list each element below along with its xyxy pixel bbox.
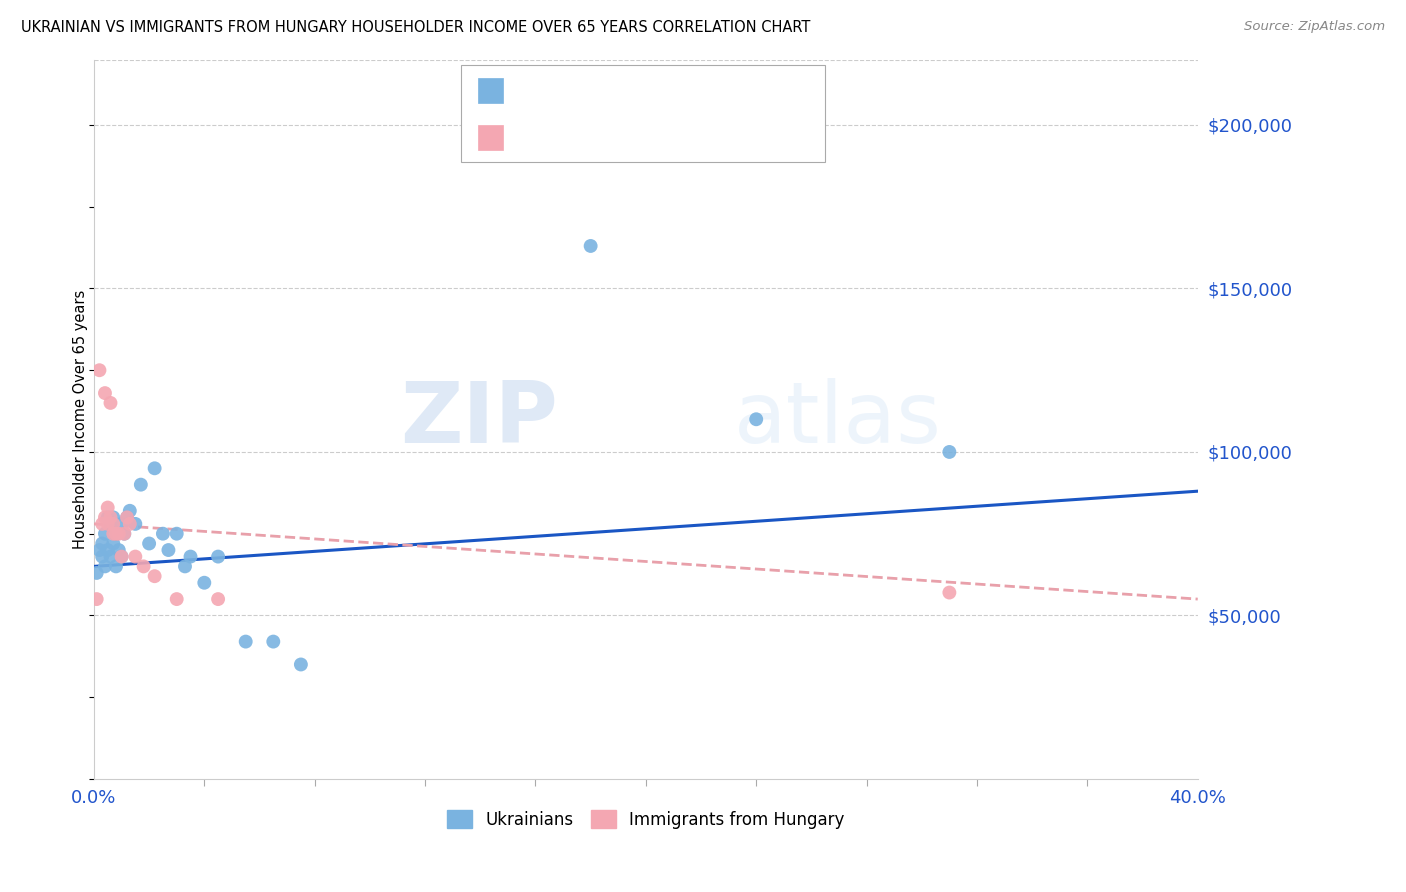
Point bbox=[105, 559, 128, 574]
Point bbox=[110, 549, 132, 564]
Point bbox=[166, 592, 188, 607]
Point bbox=[86, 566, 108, 580]
Point bbox=[115, 510, 138, 524]
Point bbox=[105, 526, 128, 541]
Text: atlas: atlas bbox=[734, 377, 942, 461]
Point bbox=[100, 549, 122, 564]
Point bbox=[94, 526, 117, 541]
Point bbox=[115, 510, 138, 524]
Point bbox=[207, 592, 229, 607]
Point bbox=[938, 585, 960, 599]
Text: UKRAINIAN VS IMMIGRANTS FROM HUNGARY HOUSEHOLDER INCOME OVER 65 YEARS CORRELATIO: UKRAINIAN VS IMMIGRANTS FROM HUNGARY HOU… bbox=[21, 20, 810, 35]
Point bbox=[118, 516, 141, 531]
Point bbox=[91, 549, 114, 564]
Point bbox=[103, 516, 125, 531]
Point bbox=[132, 559, 155, 574]
Point bbox=[118, 504, 141, 518]
Point bbox=[938, 445, 960, 459]
Point bbox=[143, 461, 166, 475]
Point bbox=[579, 239, 602, 253]
Point bbox=[97, 500, 120, 515]
Point bbox=[100, 396, 122, 410]
Point bbox=[97, 543, 120, 558]
Text: N =: N = bbox=[626, 130, 662, 145]
Text: ZIP: ZIP bbox=[399, 377, 558, 461]
Point bbox=[89, 363, 111, 377]
Point bbox=[103, 536, 125, 550]
Text: 0.170: 0.170 bbox=[555, 83, 606, 97]
Text: -0.078: -0.078 bbox=[555, 130, 613, 145]
Point bbox=[103, 526, 125, 541]
Y-axis label: Householder Income Over 65 years: Householder Income Over 65 years bbox=[73, 290, 89, 549]
Text: N =: N = bbox=[619, 83, 655, 97]
Point bbox=[107, 543, 129, 558]
Text: Source: ZipAtlas.com: Source: ZipAtlas.com bbox=[1244, 20, 1385, 33]
FancyBboxPatch shape bbox=[461, 65, 825, 162]
Point bbox=[207, 549, 229, 564]
Point bbox=[91, 516, 114, 531]
Point bbox=[107, 526, 129, 541]
Point bbox=[94, 510, 117, 524]
Point bbox=[100, 510, 122, 524]
Point bbox=[97, 516, 120, 531]
Point bbox=[124, 516, 146, 531]
Point bbox=[89, 543, 111, 558]
Text: R =: R = bbox=[513, 130, 548, 145]
Point bbox=[97, 510, 120, 524]
Point bbox=[129, 477, 152, 491]
Point bbox=[138, 536, 160, 550]
Point bbox=[86, 592, 108, 607]
Point bbox=[94, 386, 117, 401]
Point bbox=[124, 549, 146, 564]
Point bbox=[174, 559, 197, 574]
Point bbox=[103, 510, 125, 524]
Point bbox=[110, 516, 132, 531]
Text: R =: R = bbox=[513, 83, 548, 97]
Point bbox=[152, 526, 174, 541]
Point bbox=[193, 575, 215, 590]
Point bbox=[262, 634, 284, 648]
Point bbox=[235, 634, 257, 648]
Legend: Ukrainians, Immigrants from Hungary: Ukrainians, Immigrants from Hungary bbox=[440, 804, 851, 835]
FancyBboxPatch shape bbox=[478, 78, 503, 103]
Point bbox=[166, 526, 188, 541]
FancyBboxPatch shape bbox=[478, 125, 503, 150]
Point bbox=[143, 569, 166, 583]
Text: 37: 37 bbox=[654, 83, 676, 97]
Point bbox=[745, 412, 768, 426]
Point bbox=[157, 543, 180, 558]
Point bbox=[112, 526, 135, 541]
Point bbox=[94, 559, 117, 574]
Point bbox=[110, 549, 132, 564]
Point bbox=[290, 657, 312, 672]
Text: 23: 23 bbox=[661, 130, 683, 145]
Point bbox=[179, 549, 201, 564]
Point bbox=[100, 516, 122, 531]
Point bbox=[112, 526, 135, 541]
Point bbox=[91, 536, 114, 550]
Point bbox=[105, 526, 128, 541]
